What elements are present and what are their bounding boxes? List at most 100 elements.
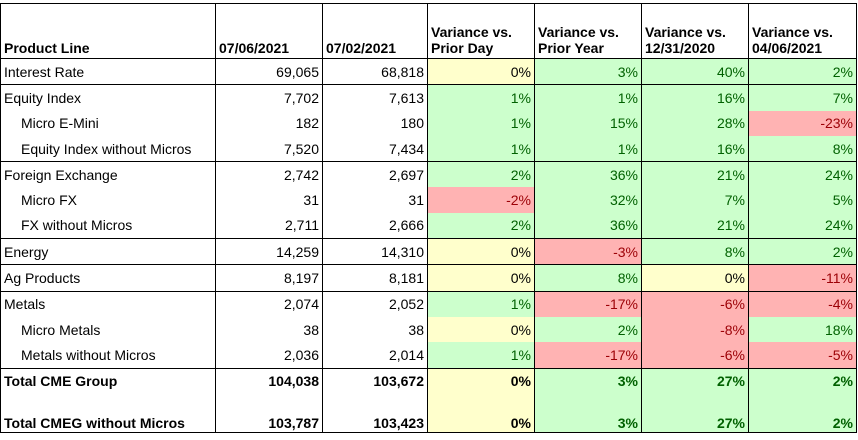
variance-cell: 7% bbox=[641, 187, 749, 213]
variance-cell: -2% bbox=[427, 187, 535, 213]
volume-current-cell: 7,702 bbox=[215, 84, 323, 111]
variance-cell: 5% bbox=[748, 187, 857, 213]
variance-cell: 2% bbox=[748, 393, 857, 433]
variance-cell: 1% bbox=[427, 135, 535, 162]
variance-cell: 2% bbox=[748, 238, 857, 265]
volume-prior-cell: 103,423 bbox=[322, 393, 428, 433]
table-row: Interest Rate 69,065 68,818 0% 3% 40% 2% bbox=[0, 57, 857, 85]
variance-cell: 27% bbox=[641, 393, 749, 433]
variance-cell: 3% bbox=[534, 393, 642, 433]
variance-cell: 0% bbox=[427, 393, 535, 433]
volume-current-cell: 2,036 bbox=[215, 342, 323, 369]
table-body: Interest Rate 69,065 68,818 0% 3% 40% 2% Equity… bbox=[0, 57, 857, 433]
product-line-cell: Ag Products bbox=[0, 264, 216, 292]
variance-cell: 0% bbox=[427, 264, 535, 292]
header-date-current: 07/06/2021 bbox=[215, 3, 323, 59]
variance-cell: -3% bbox=[534, 238, 642, 265]
variance-cell: 24% bbox=[748, 212, 857, 239]
volume-prior-cell: 2,666 bbox=[322, 212, 428, 239]
table-row: Energy 14,259 14,310 0% -3% 8% 2% bbox=[0, 238, 857, 265]
volume-current-cell: 7,520 bbox=[215, 135, 323, 162]
variance-cell: -4% bbox=[748, 290, 857, 317]
header-variance-year-end: Variance vs. 12/31/2020 bbox=[641, 3, 749, 59]
volume-current-cell: 14,259 bbox=[215, 238, 323, 265]
variance-cell: 21% bbox=[641, 161, 749, 188]
volume-table: Product Line 07/06/2021 07/02/2021 Varia… bbox=[0, 3, 857, 433]
variance-cell: 27% bbox=[641, 367, 749, 394]
product-line-cell: Equity Index bbox=[0, 84, 216, 111]
header-date-prior: 07/02/2021 bbox=[322, 3, 428, 59]
table-row: Equity Index 7,702 7,613 1% 1% 16% 7% bbox=[0, 84, 857, 111]
variance-cell: 0% bbox=[427, 238, 535, 265]
product-line-cell: Micro FX bbox=[0, 187, 216, 213]
product-line-cell: FX without Micros bbox=[0, 212, 216, 239]
volume-prior-cell: 68,818 bbox=[322, 57, 428, 85]
table-row: Micro E-Mini 182 180 1% 15% 28% -23% bbox=[0, 110, 857, 136]
volume-prior-cell: 2,014 bbox=[322, 342, 428, 369]
volume-current-cell: 2,074 bbox=[215, 290, 323, 317]
volume-current-cell: 104,038 bbox=[215, 367, 323, 394]
table-row: Micro FX 31 31 -2% 32% 7% 5% bbox=[0, 187, 857, 213]
volume-prior-cell: 7,434 bbox=[322, 135, 428, 162]
product-line-cell: Total CMEG without Micros bbox=[0, 393, 216, 433]
header-variance-april: Variance vs. 04/06/2021 bbox=[748, 3, 857, 59]
variance-cell: 0% bbox=[427, 316, 535, 343]
variance-cell: 2% bbox=[427, 161, 535, 188]
variance-cell: -8% bbox=[641, 316, 749, 343]
product-line-cell: Equity Index without Micros bbox=[0, 135, 216, 162]
variance-cell: 1% bbox=[427, 84, 535, 111]
variance-cell: -5% bbox=[748, 342, 857, 369]
variance-cell: -11% bbox=[748, 264, 857, 292]
volume-current-cell: 69,065 bbox=[215, 57, 323, 85]
variance-cell: -6% bbox=[641, 342, 749, 369]
variance-cell: 21% bbox=[641, 212, 749, 239]
volume-current-cell: 38 bbox=[215, 316, 323, 343]
variance-cell: 16% bbox=[641, 84, 749, 111]
table-row: Micro Metals 38 38 0% 2% -8% 18% bbox=[0, 316, 857, 343]
table-row: Foreign Exchange 2,742 2,697 2% 36% 21% 24% bbox=[0, 161, 857, 188]
volume-prior-cell: 2,697 bbox=[322, 161, 428, 188]
volume-current-cell: 8,197 bbox=[215, 264, 323, 292]
header-variance-prior-day: Variance vs. Prior Day bbox=[427, 3, 535, 59]
product-line-cell: Interest Rate bbox=[0, 57, 216, 85]
variance-cell: 1% bbox=[427, 290, 535, 317]
variance-cell: 36% bbox=[534, 161, 642, 188]
variance-cell: 1% bbox=[427, 342, 535, 369]
variance-cell: -6% bbox=[641, 290, 749, 317]
volume-current-cell: 31 bbox=[215, 187, 323, 213]
header-product-line: Product Line bbox=[0, 3, 216, 59]
product-line-cell: Micro Metals bbox=[0, 316, 216, 343]
volume-prior-cell: 8,181 bbox=[322, 264, 428, 292]
volume-current-cell: 103,787 bbox=[215, 393, 323, 433]
variance-cell: 1% bbox=[534, 84, 642, 111]
variance-cell: -17% bbox=[534, 342, 642, 369]
variance-cell: -17% bbox=[534, 290, 642, 317]
volume-current-cell: 182 bbox=[215, 110, 323, 136]
product-line-cell: Energy bbox=[0, 238, 216, 265]
volume-prior-cell: 103,672 bbox=[322, 367, 428, 394]
product-line-cell: Metals without Micros bbox=[0, 342, 216, 369]
variance-cell: 36% bbox=[534, 212, 642, 239]
table-row: Total CME Group 104,038 103,672 0% 3% 27% 2% bbox=[0, 367, 857, 394]
table-row: Equity Index without Micros 7,520 7,434 1% 1… bbox=[0, 135, 857, 162]
volume-prior-cell: 38 bbox=[322, 316, 428, 343]
variance-cell: 18% bbox=[748, 316, 857, 343]
variance-cell: 1% bbox=[427, 110, 535, 136]
variance-cell: 2% bbox=[748, 367, 857, 394]
volume-prior-cell: 31 bbox=[322, 187, 428, 213]
variance-cell: 24% bbox=[748, 161, 857, 188]
variance-cell: 0% bbox=[427, 367, 535, 394]
volume-current-cell: 2,742 bbox=[215, 161, 323, 188]
table-row: Metals 2,074 2,052 1% -17% -6% -4% bbox=[0, 290, 857, 317]
variance-cell: 3% bbox=[534, 57, 642, 85]
variance-cell: 2% bbox=[427, 212, 535, 239]
header-row: Product Line 07/06/2021 07/02/2021 Varia… bbox=[0, 3, 857, 59]
variance-cell: 1% bbox=[534, 135, 642, 162]
product-line-cell: Total CME Group bbox=[0, 367, 216, 394]
table-row: FX without Micros 2,711 2,666 2% 36% 21% 24% bbox=[0, 212, 857, 239]
table-row: Total CMEG without Micros 103,787 103,423 0… bbox=[0, 393, 857, 433]
variance-cell: 28% bbox=[641, 110, 749, 136]
variance-cell: 2% bbox=[748, 57, 857, 85]
product-line-cell: Micro E-Mini bbox=[0, 110, 216, 136]
